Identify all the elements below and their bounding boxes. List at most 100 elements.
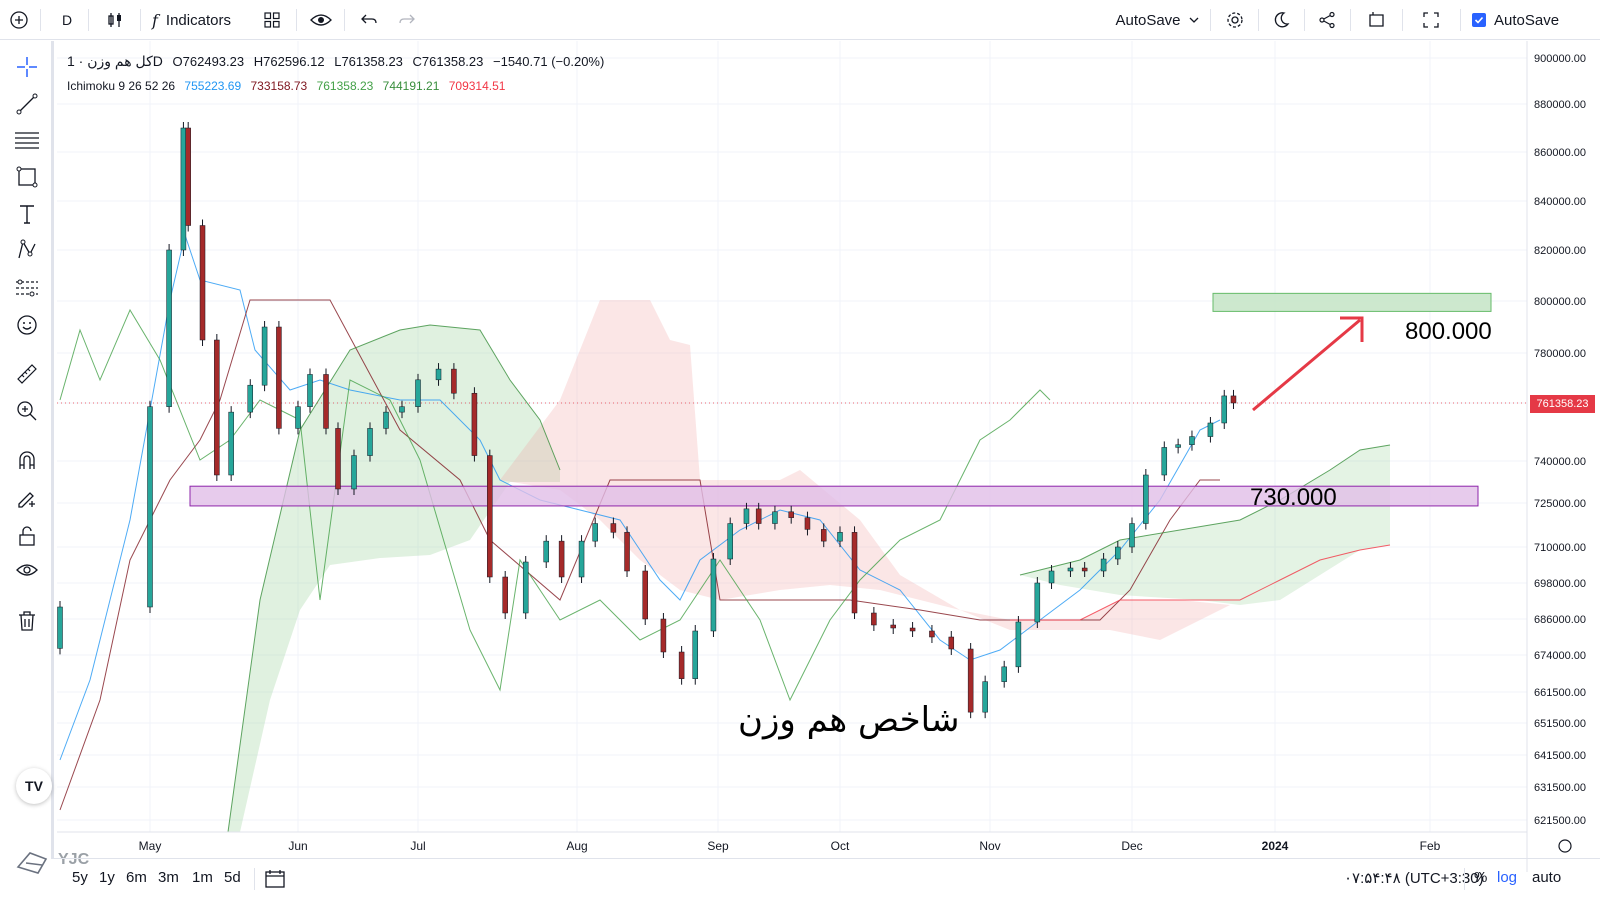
magnet-icon[interactable] <box>12 446 42 476</box>
candle-body <box>502 576 508 614</box>
candle-body <box>610 523 617 533</box>
candle-body <box>578 540 585 578</box>
candle-body <box>261 326 268 386</box>
x-tick-label: Jul <box>410 839 425 853</box>
arrow-shaft <box>1252 318 1361 412</box>
candle-body <box>727 523 733 560</box>
text-icon[interactable] <box>12 199 42 229</box>
autosave-toggle[interactable]: AutoSave <box>1472 0 1594 40</box>
range-5d[interactable]: 5d <box>224 869 241 886</box>
candle-body <box>982 681 988 713</box>
auto-toggle[interactable]: auto <box>1532 869 1562 886</box>
yjc-watermark: YJC <box>16 845 89 875</box>
crosshair-icon[interactable] <box>12 52 42 82</box>
ichimoku-value-lead1: 744191.21 <box>382 79 440 93</box>
hide-drawings-icon[interactable] <box>12 556 42 586</box>
divider <box>1304 9 1305 31</box>
autosave-dropdown[interactable]: AutoSave <box>1112 0 1202 40</box>
ichimoku-legend: Ichimoku 9 26 52 26 755223.69 733158.73 … <box>67 79 511 93</box>
add-symbol-icon[interactable] <box>4 0 34 40</box>
candle-body <box>1034 582 1041 623</box>
candle-body <box>199 225 206 341</box>
symbol-name[interactable]: کل هم وزن · 1D <box>67 53 163 69</box>
price-axis-bg <box>1527 41 1600 832</box>
y-tick-label: 674000.00 <box>1534 650 1586 662</box>
percent-toggle[interactable]: % <box>1474 869 1488 886</box>
candle-body <box>788 511 794 518</box>
y-tick-label: 641500.00 <box>1534 750 1586 762</box>
divider <box>1464 868 1465 890</box>
change-value: −1540.71 (−0.20%) <box>493 54 605 69</box>
trend-line-icon[interactable] <box>12 89 42 119</box>
target-zone <box>1212 292 1492 312</box>
trash-icon[interactable] <box>12 606 42 636</box>
zoom-in-icon[interactable] <box>12 396 42 426</box>
y-tick-label: 710000.00 <box>1534 542 1586 554</box>
timezone-clock[interactable]: ۰۷:۵۴:۴۸ (UTC+3:30) <box>1344 870 1484 887</box>
candle-body <box>1081 567 1088 572</box>
candle-body <box>1100 558 1107 572</box>
share-icon[interactable] <box>1312 0 1342 40</box>
autosave-checkbox-label: AutoSave <box>1494 11 1560 29</box>
goto-date-icon[interactable] <box>264 868 286 894</box>
range-3m[interactable]: 3m <box>158 869 179 886</box>
undo-icon[interactable] <box>356 0 382 40</box>
candle-body <box>1230 395 1237 404</box>
low-value: L761358.23 <box>334 54 403 69</box>
smiley-icon[interactable] <box>12 310 42 340</box>
candle-body <box>451 368 457 394</box>
support-label[interactable]: 730.000 <box>1250 484 1337 511</box>
ichimoku-label[interactable]: Ichimoku 9 26 52 26 <box>67 79 176 93</box>
candles-icon[interactable] <box>100 0 130 40</box>
rectangle-icon[interactable] <box>12 162 42 192</box>
snapshot-icon[interactable] <box>1362 0 1392 40</box>
templates-icon[interactable] <box>258 0 286 40</box>
y-tick-label: 651500.00 <box>1534 718 1586 730</box>
current-price-tag: 761358.23 <box>1530 395 1595 413</box>
divider <box>1258 9 1259 31</box>
candle-body <box>214 339 220 476</box>
ichimoku-lines <box>59 233 1391 833</box>
candle-body <box>743 508 750 524</box>
redo-icon[interactable] <box>394 0 420 40</box>
candle-body <box>660 618 667 653</box>
indicators-button[interactable]: f Indicators <box>152 0 247 40</box>
divider <box>140 9 141 31</box>
prediction-icon[interactable] <box>12 273 42 303</box>
ruler-icon[interactable] <box>12 359 42 389</box>
conversion-line <box>59 233 1221 761</box>
candle-body <box>692 630 699 679</box>
range-5y[interactable]: 5y <box>72 869 88 886</box>
fullscreen-icon[interactable] <box>1416 0 1446 40</box>
high-value: H762596.12 <box>253 54 325 69</box>
log-toggle[interactable]: log <box>1497 869 1518 886</box>
x-tick-label: 2024 <box>1262 839 1289 853</box>
range-1m[interactable]: 1m <box>192 869 213 886</box>
interval-button[interactable]: D <box>61 12 73 28</box>
candle-body <box>909 627 916 632</box>
pattern-icon[interactable] <box>12 235 42 265</box>
moon-icon[interactable] <box>1266 0 1296 40</box>
tradingview-logo-icon[interactable]: TV <box>16 768 52 804</box>
target-label[interactable]: 800.000 <box>1405 318 1492 345</box>
range-1y[interactable]: 1y <box>99 869 115 886</box>
fib-levels-icon[interactable] <box>12 125 42 155</box>
candle-body <box>367 428 373 456</box>
leading-span-a <box>227 324 561 833</box>
stay-drawing-icon[interactable] <box>12 483 42 513</box>
checkbox-icon[interactable] <box>1472 13 1486 27</box>
candle-body <box>1115 546 1121 560</box>
lock-icon[interactable] <box>12 521 42 551</box>
gear-icon[interactable] <box>1220 0 1250 40</box>
x-tick-label: Dec <box>1121 839 1142 853</box>
candle-body <box>851 532 858 614</box>
candle-body <box>335 428 341 490</box>
candle-body <box>624 532 630 572</box>
index-title: شاخص هم وزن <box>738 700 960 740</box>
close-value: C761358.23 <box>412 54 484 69</box>
eye-icon[interactable] <box>306 0 336 40</box>
range-6m[interactable]: 6m <box>126 869 147 886</box>
candle-body <box>185 127 191 226</box>
candle-body <box>1015 621 1022 668</box>
